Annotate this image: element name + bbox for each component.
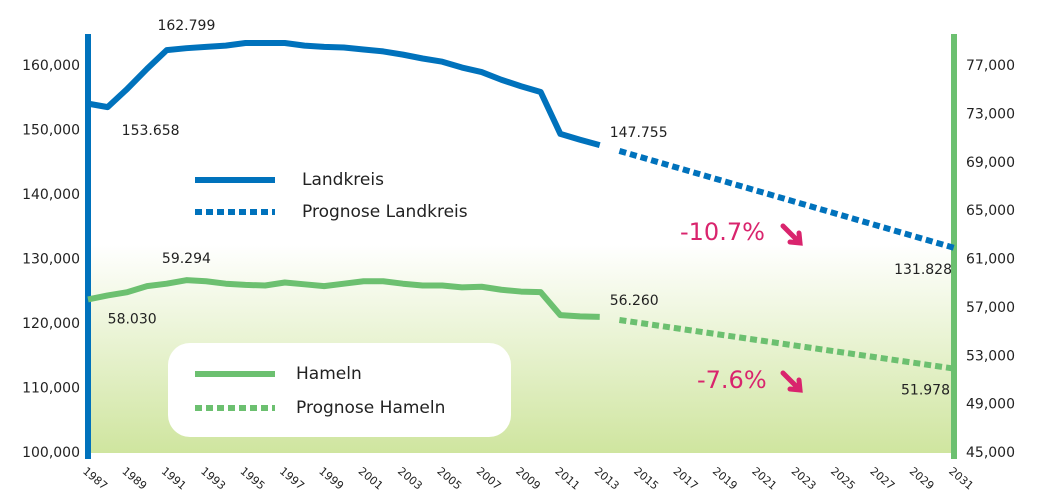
y-tick-label: 100,000	[22, 445, 80, 461]
x-tick-label: 2025	[828, 465, 858, 493]
x-tick-label: 1987	[80, 465, 110, 493]
line-solid	[87, 277, 600, 320]
y2-tick-label: 45,000	[966, 445, 1015, 461]
y-tick-label: 150,000	[22, 123, 80, 139]
legend-box	[168, 343, 511, 437]
y-tick-label: 120,000	[22, 316, 80, 332]
legend-label: Prognose Hameln	[296, 398, 445, 418]
x-tick-label: 2019	[710, 465, 740, 493]
x-tick-label: 2017	[671, 465, 701, 493]
y2-tick-label: 61,000	[966, 252, 1015, 268]
data-label: 162.799	[157, 18, 215, 34]
data-label: 58.030	[108, 311, 157, 327]
x-tick-label: 1997	[277, 465, 307, 493]
y-tick-label: 130,000	[22, 252, 80, 268]
x-tick-label: 2029	[907, 465, 937, 493]
annotation: -7.6%	[697, 366, 767, 394]
x-tick-label: 1991	[159, 465, 189, 493]
left-axis	[85, 34, 91, 459]
y2-tick-label: 73,000	[966, 106, 1015, 122]
data-label: 147.755	[610, 125, 668, 141]
line-dotted	[618, 148, 955, 251]
y2-tick-label: 77,000	[966, 58, 1015, 74]
data-label: 56.260	[610, 293, 659, 309]
y2-tick-label: 65,000	[966, 203, 1015, 219]
data-label: 59.294	[162, 251, 211, 267]
x-tick-label: 2031	[946, 465, 976, 493]
data-label: 131.828	[894, 262, 952, 278]
legend-label: Prognose Landkreis	[302, 202, 468, 222]
y2-tick-label: 53,000	[966, 348, 1015, 364]
x-tick-label: 1995	[238, 465, 268, 493]
x-tick-label: 2023	[789, 465, 819, 493]
line-solid	[87, 40, 601, 149]
x-tick-label: 2015	[631, 465, 661, 493]
x-tick-label: 2007	[474, 465, 504, 493]
arrow-icon	[780, 223, 803, 246]
x-tick-label: 2001	[356, 465, 386, 493]
arrow-icon	[780, 370, 803, 393]
y-tick-label: 140,000	[22, 187, 80, 203]
line-dotted	[618, 317, 955, 372]
annotation: -10.7%	[680, 218, 765, 246]
y2-tick-label: 69,000	[966, 155, 1015, 171]
x-tick-label: 2013	[592, 465, 622, 493]
x-tick-label: 2011	[553, 465, 583, 493]
y2-tick-label: 57,000	[966, 300, 1015, 316]
data-label: 153.658	[122, 123, 180, 139]
x-tick-label: 1993	[198, 465, 228, 493]
x-tick-label: 2003	[395, 465, 425, 493]
y2-tick-label: 49,000	[966, 397, 1015, 413]
y-tick-label: 110,000	[22, 381, 80, 397]
x-tick-label: 2027	[867, 465, 897, 493]
x-tick-label: 2009	[513, 465, 543, 493]
legend-label: Hameln	[296, 364, 362, 384]
y-tick-label: 160,000	[22, 58, 80, 74]
x-tick-label: 1989	[120, 465, 150, 493]
x-tick-label: 2005	[434, 465, 464, 493]
x-tick-label: 2021	[749, 465, 779, 493]
legend-label: Landkreis	[302, 170, 384, 190]
x-tick-label: 1999	[316, 465, 346, 493]
data-label: 51.978	[901, 383, 950, 399]
